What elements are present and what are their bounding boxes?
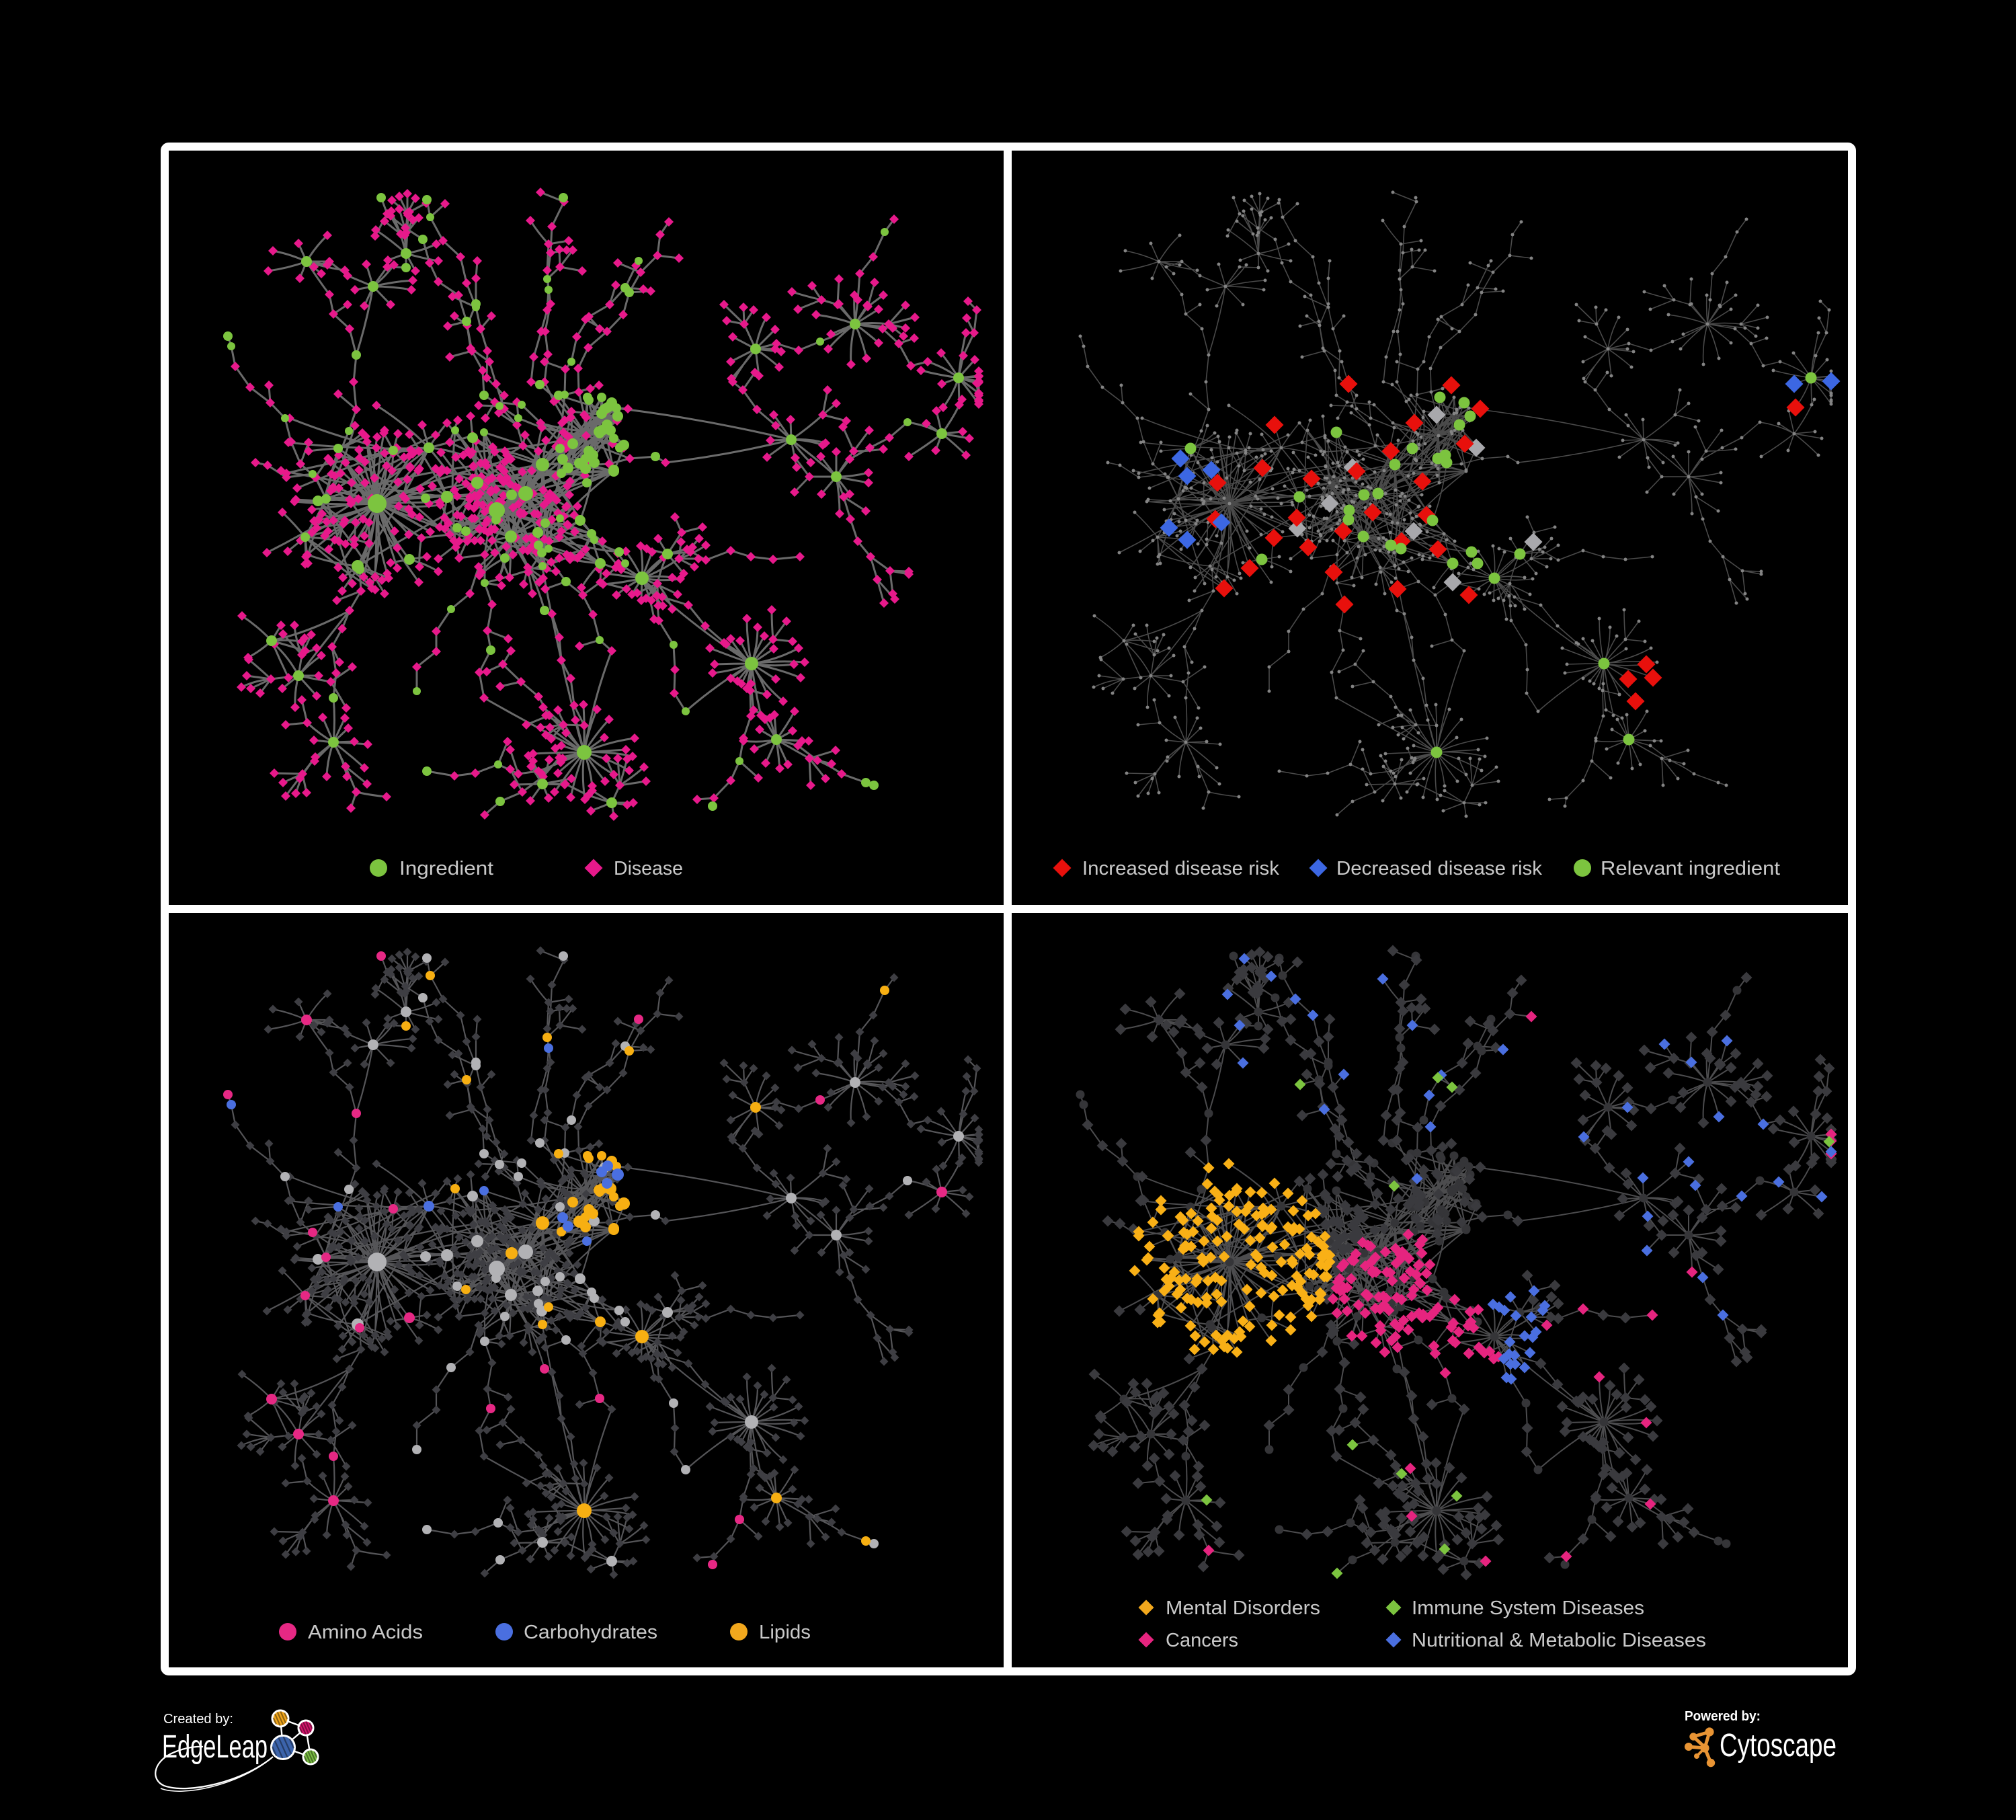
svg-text:Created by:: Created by:	[163, 1712, 233, 1727]
svg-text:Cytoscape: Cytoscape	[1720, 1728, 1837, 1764]
svg-text:Increased disease risk: Increased disease risk	[1082, 858, 1280, 879]
svg-text:Carbohydrates: Carbohydrates	[524, 1622, 657, 1643]
svg-text:Cancers: Cancers	[1166, 1630, 1238, 1651]
svg-text:Decreased disease risk: Decreased disease risk	[1336, 858, 1542, 879]
svg-text:Ingredient: Ingredient	[399, 858, 493, 879]
svg-text:Nutritional & Metabolic Diseas: Nutritional & Metabolic Diseases	[1412, 1630, 1706, 1651]
svg-text:Immune System Diseases: Immune System Diseases	[1412, 1597, 1644, 1619]
svg-text:Mental Disorders: Mental Disorders	[1166, 1597, 1320, 1619]
svg-text:Disease: Disease	[614, 858, 683, 879]
svg-text:Amino Acids: Amino Acids	[308, 1622, 423, 1643]
svg-text:Powered by:: Powered by:	[1685, 1709, 1761, 1724]
svg-text:Lipids: Lipids	[759, 1622, 811, 1643]
svg-text:Relevant ingredient: Relevant ingredient	[1601, 858, 1780, 879]
svg-text:EdgeLeap: EdgeLeap	[162, 1729, 268, 1765]
